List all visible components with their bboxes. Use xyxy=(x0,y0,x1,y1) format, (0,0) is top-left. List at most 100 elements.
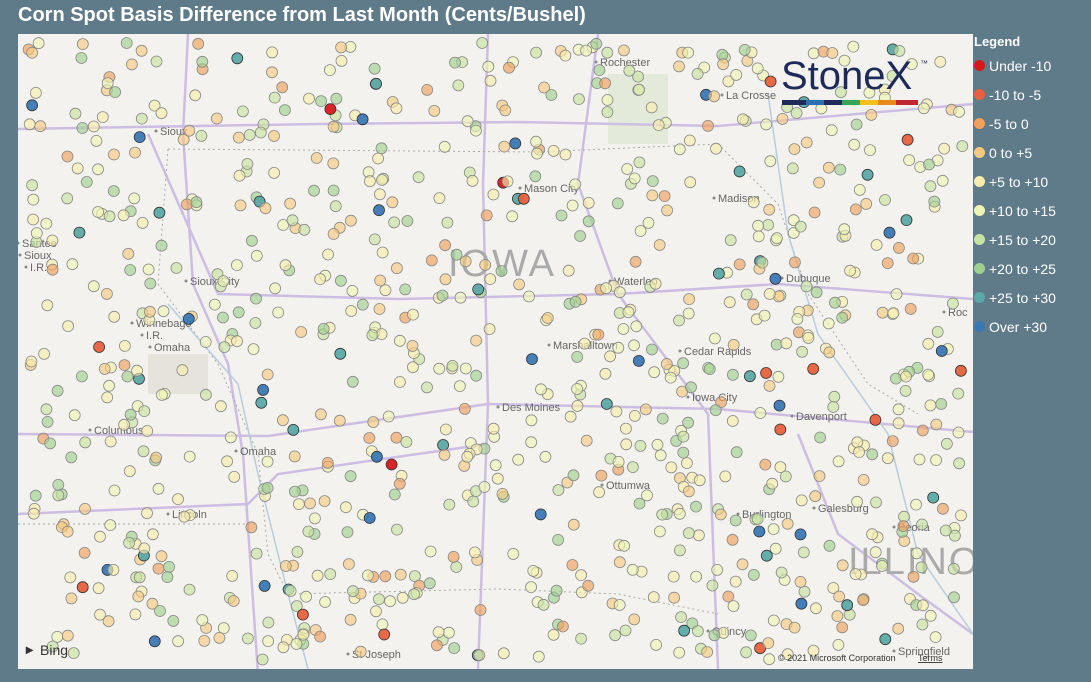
map-dot xyxy=(38,347,51,360)
map-dot xyxy=(863,86,876,99)
map-dot xyxy=(46,640,59,653)
map-dot xyxy=(836,311,849,324)
map-dot xyxy=(810,286,823,299)
map-dot xyxy=(196,614,209,626)
map-dot xyxy=(390,431,403,444)
map-dot xyxy=(564,410,577,423)
map-dot xyxy=(609,629,621,642)
map-dot xyxy=(927,491,940,504)
place-marker xyxy=(166,512,170,516)
map-dot xyxy=(73,226,86,239)
map-dot xyxy=(345,305,358,317)
legend-item[interactable]: 0 to +5 xyxy=(974,138,1091,167)
map-dot xyxy=(496,487,509,500)
map-dot xyxy=(822,161,835,174)
legend-item[interactable]: +5 to +10 xyxy=(974,167,1091,196)
map-dot xyxy=(552,484,565,497)
map-dot xyxy=(747,569,760,581)
map-dot xyxy=(936,174,949,187)
map-dot xyxy=(376,618,389,631)
map-dot xyxy=(363,175,376,188)
legend-item[interactable]: +15 to +20 xyxy=(974,225,1091,254)
map-dot xyxy=(468,546,481,559)
place-label: Davenport xyxy=(796,411,847,423)
map-dot xyxy=(79,436,92,449)
map-dot xyxy=(917,599,929,612)
map-dot xyxy=(433,362,446,375)
place-label: Cedar Rapids xyxy=(684,346,752,358)
place-marker xyxy=(594,60,598,64)
map-dot xyxy=(101,391,114,404)
map-dot xyxy=(861,168,874,181)
map-dot xyxy=(46,234,59,247)
map-dot xyxy=(904,302,917,315)
map-dot xyxy=(146,597,159,610)
map-dot xyxy=(892,417,905,430)
map-dot xyxy=(41,415,54,428)
legend-item[interactable]: Under -10 xyxy=(974,51,1091,80)
map-dot xyxy=(157,305,170,318)
map-dot xyxy=(61,192,74,205)
legend-label: +25 to +30 xyxy=(989,289,1056,306)
map-dot xyxy=(390,262,403,275)
map-dot xyxy=(613,286,626,299)
map-dot xyxy=(231,52,244,65)
legend: Legend Under -10 -10 to -5 -5 to 0 0 to +5 +… xyxy=(974,34,1091,341)
map-dot xyxy=(719,470,732,483)
map-dot xyxy=(708,629,721,642)
legend-item[interactable]: -10 to -5 xyxy=(974,80,1091,109)
map-dot xyxy=(421,381,433,394)
map-dot xyxy=(334,274,347,287)
map-dot xyxy=(869,413,882,426)
legend-item[interactable]: Over +30 xyxy=(974,312,1091,341)
map-dot xyxy=(94,530,106,543)
map-dot xyxy=(684,176,697,189)
map-dot xyxy=(94,608,106,621)
map-dot xyxy=(92,206,104,218)
map-dot xyxy=(98,362,111,375)
map-dot xyxy=(825,124,838,137)
map-dot xyxy=(706,579,719,592)
map-dot xyxy=(487,422,500,435)
map-dot xyxy=(138,542,151,555)
map-dot xyxy=(401,215,414,227)
map-dot xyxy=(665,461,678,474)
map-dot xyxy=(934,55,947,68)
map-dot xyxy=(683,293,695,306)
map-dot xyxy=(232,306,245,319)
map-dot xyxy=(633,156,646,169)
map-dot xyxy=(439,423,452,436)
terms-link[interactable]: Terms xyxy=(918,653,943,663)
map-dot xyxy=(620,422,632,435)
map-dot xyxy=(256,653,269,666)
legend-item[interactable]: +10 to +15 xyxy=(974,196,1091,225)
map-dot xyxy=(916,518,928,531)
map-dot xyxy=(692,625,704,637)
map-dot xyxy=(370,450,383,463)
legend-item[interactable]: +25 to +30 xyxy=(974,283,1091,312)
map-dot xyxy=(760,549,773,562)
place-label: Mason City xyxy=(524,183,580,195)
map-dot xyxy=(46,263,59,276)
map-dot xyxy=(628,172,641,185)
map-dot xyxy=(196,55,209,68)
map-dot xyxy=(619,624,632,637)
map-dot xyxy=(916,618,929,631)
map-dot xyxy=(304,497,316,510)
map-dot xyxy=(620,438,633,451)
map-dot xyxy=(530,46,542,59)
map-dot xyxy=(189,89,202,102)
map-dot xyxy=(254,126,267,139)
map-dot xyxy=(864,144,876,156)
map-dot xyxy=(446,359,459,372)
map-dot xyxy=(284,585,297,597)
legend-item[interactable]: -5 to 0 xyxy=(974,109,1091,138)
map-dot xyxy=(760,118,773,131)
map-dot xyxy=(243,129,256,141)
legend-item[interactable]: +20 to +25 xyxy=(974,254,1091,283)
map-dot xyxy=(108,484,121,497)
map-dot xyxy=(788,143,801,155)
map-dot xyxy=(654,449,667,462)
map-dot xyxy=(482,60,495,73)
map-dot xyxy=(530,135,542,148)
